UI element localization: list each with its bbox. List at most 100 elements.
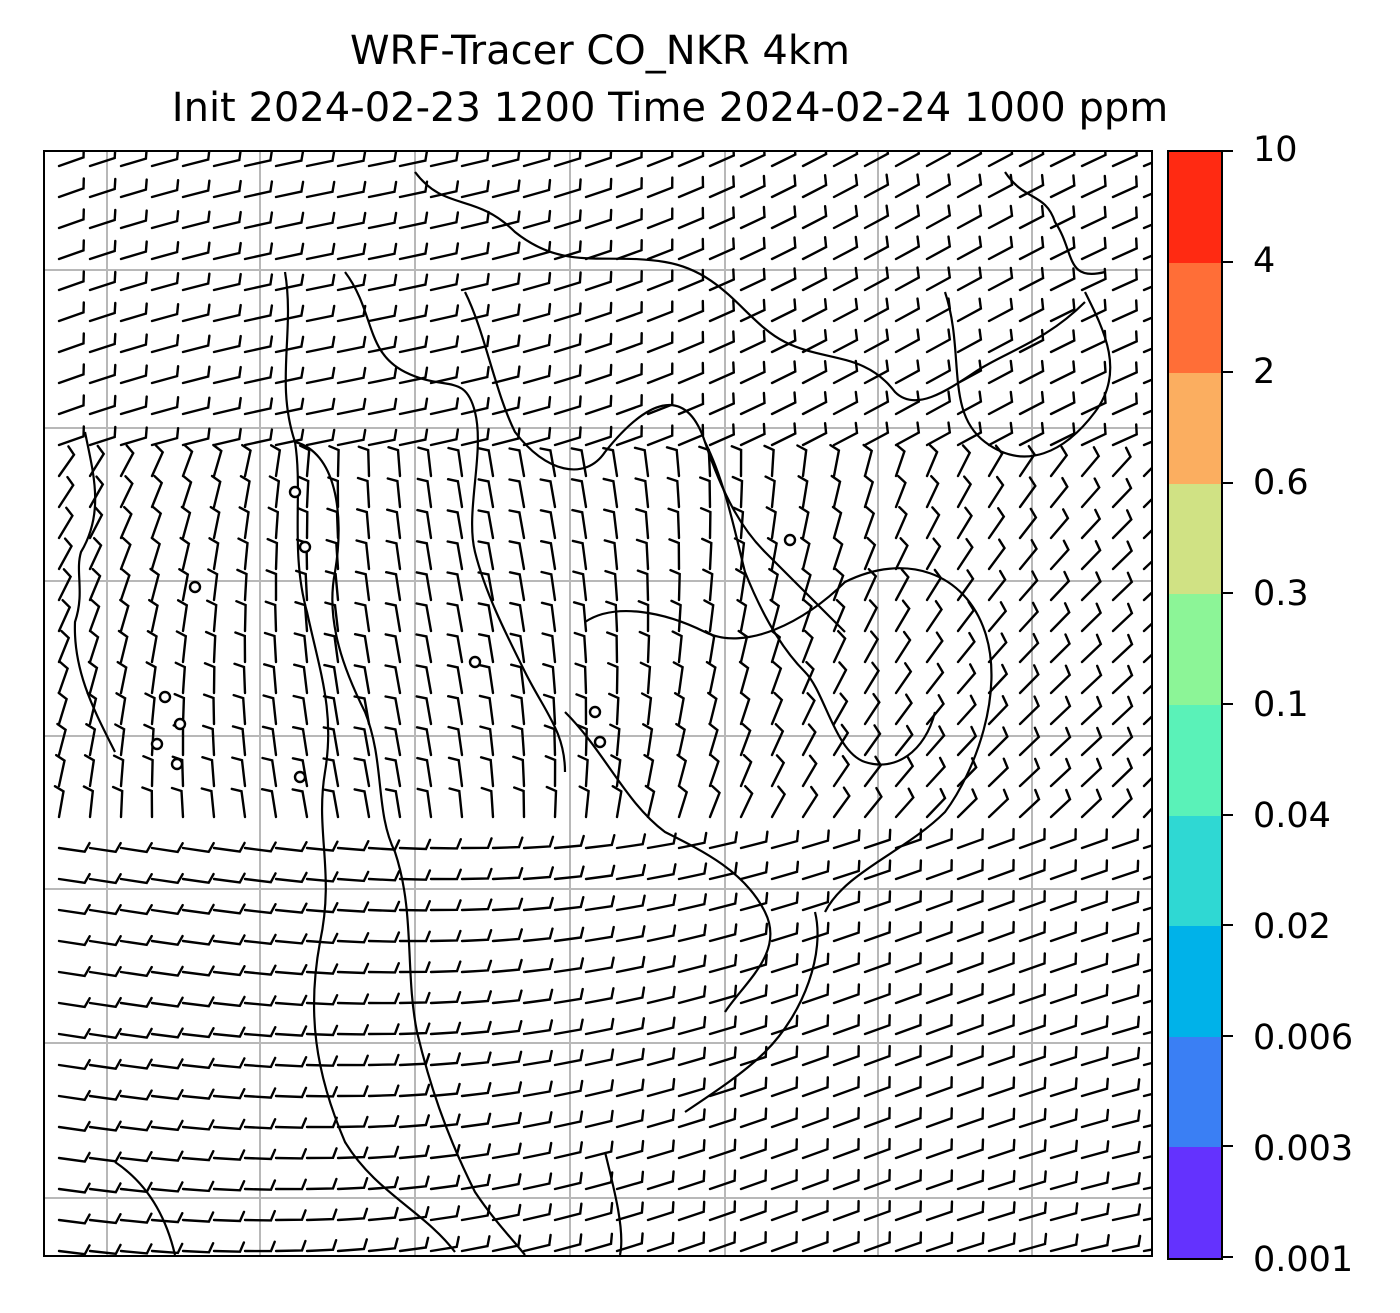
- wind-barb: [646, 300, 674, 323]
- wind-barb: [987, 444, 1004, 478]
- wind-barb: [119, 1120, 153, 1132]
- colorbar: [1167, 150, 1223, 1260]
- wind-barb: [708, 753, 720, 788]
- wind-barb: [677, 175, 705, 199]
- wind-barb: [1049, 1202, 1079, 1222]
- wind-barb: [119, 1089, 153, 1101]
- wind-barb: [894, 537, 909, 571]
- wind-barb: [1049, 298, 1076, 323]
- wind-barb: [82, 785, 95, 819]
- wind-barb: [274, 933, 308, 945]
- wind-barb: [387, 446, 402, 478]
- wind-barb: [604, 569, 619, 602]
- wind-barb: [202, 724, 216, 757]
- wind-barb: [460, 396, 490, 416]
- wind-barb: [243, 397, 274, 416]
- wind-barb: [398, 366, 429, 385]
- wind-barb: [212, 365, 242, 385]
- wind-barb: [299, 444, 311, 478]
- wind-barb: [119, 965, 153, 978]
- wind-barb: [119, 271, 148, 292]
- wind-barb: [1018, 539, 1038, 571]
- colorbar-tick: [1223, 260, 1233, 263]
- wind-barb: [708, 152, 736, 168]
- border-inland-2: [704, 441, 937, 766]
- wind-barb: [553, 987, 584, 1005]
- wind-barb: [1142, 254, 1151, 261]
- border-north-2: [464, 291, 846, 633]
- wind-barb: [801, 1199, 829, 1222]
- wind-barb: [1018, 726, 1041, 757]
- wind-barb: [274, 428, 305, 447]
- wind-barb: [702, 568, 714, 602]
- wind-barb: [243, 366, 274, 385]
- wind-barb: [770, 1200, 798, 1222]
- wind-barb: [150, 934, 184, 947]
- wind-barb: [180, 505, 192, 540]
- wind-barb: [322, 695, 340, 726]
- wind-barb: [398, 211, 429, 230]
- wind-barb: [367, 1176, 399, 1191]
- wind-barb: [539, 447, 557, 478]
- wind-barb: [398, 838, 432, 851]
- wind-barb: [670, 599, 682, 633]
- wind-barb: [1142, 1124, 1151, 1129]
- wind-barb: [150, 903, 184, 916]
- wind-barb: [274, 335, 305, 354]
- wind-barb: [236, 568, 248, 602]
- wind-barb: [416, 508, 433, 540]
- wind-barb: [243, 1118, 277, 1130]
- wind-barb: [212, 210, 242, 230]
- wind-barb: [1049, 422, 1076, 447]
- wind-barb: [88, 363, 117, 385]
- wind-barb: [832, 266, 859, 292]
- wind-barb: [894, 1075, 922, 1098]
- wind-barb: [119, 444, 135, 478]
- wind-barb: [832, 921, 861, 943]
- wind-barb: [801, 891, 830, 912]
- wind-barb: [262, 694, 278, 726]
- wind-barb: [894, 630, 912, 664]
- wind-barb: [801, 754, 818, 788]
- wind-barb: [925, 359, 952, 385]
- wind-barb: [677, 268, 705, 292]
- wind-barb: [200, 787, 216, 819]
- wind-barb: [770, 360, 797, 385]
- wind-barb: [863, 235, 890, 261]
- wind-barb: [894, 359, 921, 385]
- wind-barb: [336, 1085, 369, 1098]
- wind-barb: [212, 965, 246, 977]
- wind-barb: [237, 537, 249, 571]
- wind-barb: [57, 1244, 91, 1255]
- wind-barb: [646, 1108, 676, 1129]
- wind-barb: [446, 540, 464, 571]
- wind-barb: [553, 1018, 584, 1036]
- wind-barb: [429, 152, 459, 168]
- wind-barb: [522, 1080, 553, 1098]
- wind-barb: [636, 569, 650, 602]
- wind-barb: [150, 272, 180, 292]
- wind-barb: [398, 273, 429, 292]
- wind-barb: [677, 392, 705, 416]
- wind-barb: [739, 953, 768, 974]
- wind-barb: [639, 661, 652, 695]
- wind-barb: [1142, 999, 1151, 1005]
- wind-barb: [522, 152, 551, 168]
- wind-barb: [353, 788, 371, 819]
- wind-barb: [925, 568, 943, 602]
- wind-barb: [384, 788, 402, 819]
- wind-barb: [57, 935, 91, 947]
- wind-barb: [174, 661, 187, 695]
- wind-barb: [243, 841, 277, 853]
- wind-barb: [146, 630, 158, 664]
- wind-barb: [801, 267, 828, 292]
- wind-barb: [677, 831, 708, 850]
- wind-barb: [57, 1151, 91, 1163]
- wind-barb: [150, 505, 163, 540]
- wind-barb: [119, 475, 134, 509]
- wind-barb: [57, 394, 85, 416]
- wind-barb: [801, 236, 828, 261]
- map-title-line-2: Init 2024-02-23 1200 Time 2024-02-24 100…: [171, 85, 1169, 131]
- wind-barb: [88, 394, 117, 416]
- wind-barb: [1049, 828, 1077, 850]
